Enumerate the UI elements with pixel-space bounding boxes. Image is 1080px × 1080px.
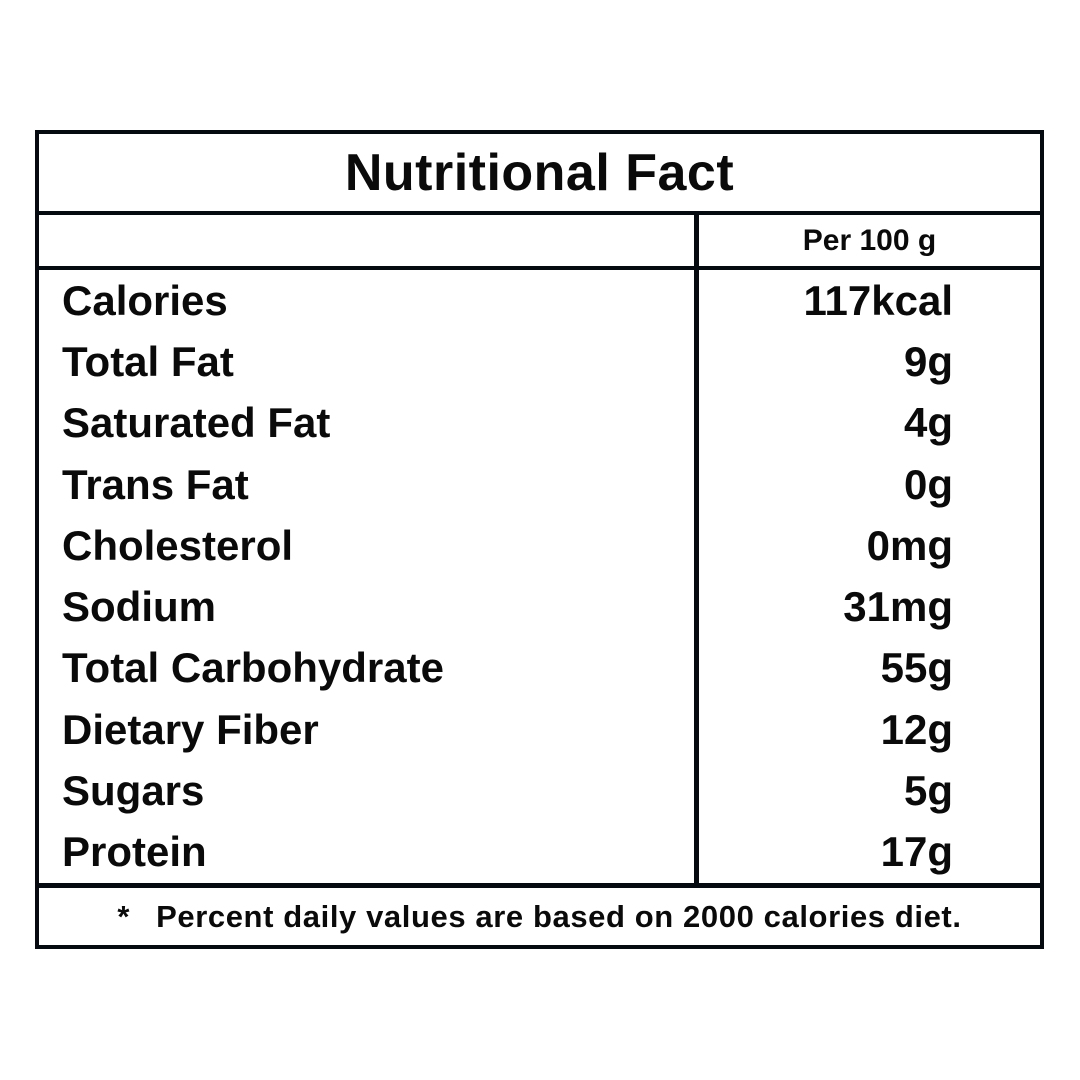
row-value: 55g bbox=[694, 637, 1040, 700]
table-title-row: Nutritional Fact bbox=[39, 134, 1040, 215]
table-row: Total Fat 9g bbox=[39, 331, 1040, 393]
table-row: Calories 117kcal bbox=[39, 270, 1040, 332]
table-body: Calories 117kcal Total Fat 9g Saturated … bbox=[39, 270, 1040, 883]
footnote: * Percent daily values are based on 2000… bbox=[39, 883, 1040, 945]
row-label: Saturated Fat bbox=[62, 399, 331, 447]
row-label: Sugars bbox=[62, 767, 205, 815]
table-row: Protein 17g bbox=[39, 821, 1040, 883]
row-label: Calories bbox=[62, 276, 228, 324]
row-label: Total Fat bbox=[62, 337, 234, 385]
table-row: Saturated Fat 4g bbox=[39, 392, 1040, 454]
table-row: Trans Fat 0g bbox=[39, 453, 1040, 516]
row-value: 9g bbox=[694, 331, 1040, 393]
row-value: 5g bbox=[694, 760, 1040, 822]
row-label: Cholesterol bbox=[62, 521, 294, 569]
row-label: Protein bbox=[62, 828, 207, 876]
table-title: Nutritional Fact bbox=[344, 143, 735, 202]
table-row: Total Carbohydrate 55g bbox=[39, 637, 1040, 700]
row-label: Total Carbohydrate bbox=[62, 644, 444, 692]
table-row: Sugars 5g bbox=[39, 760, 1040, 822]
row-value: 4g bbox=[694, 392, 1040, 454]
row-value: 0mg bbox=[694, 515, 1040, 577]
row-value: 17g bbox=[694, 821, 1040, 883]
nutrition-facts-table: Nutritional Fact Per 100 g Calories 117k… bbox=[35, 130, 1044, 949]
table-row: Dietary Fiber 12g bbox=[39, 699, 1040, 761]
per-100g-column-header: Per 100 g bbox=[694, 215, 1040, 266]
row-label: Dietary Fiber bbox=[62, 705, 319, 753]
footnote-asterisk: * bbox=[117, 898, 131, 934]
row-label: Trans Fat bbox=[62, 460, 249, 508]
footnote-text: Percent daily values are based on 2000 c… bbox=[156, 898, 962, 934]
row-label: Sodium bbox=[62, 583, 216, 631]
row-value: 12g bbox=[694, 699, 1040, 761]
table-row: Sodium 31mg bbox=[39, 576, 1040, 638]
row-value: 31mg bbox=[694, 576, 1040, 638]
row-value: 0g bbox=[694, 453, 1040, 516]
table-row: Cholesterol 0mg bbox=[39, 515, 1040, 577]
table-header-row: Per 100 g bbox=[39, 215, 1040, 270]
row-value: 117kcal bbox=[694, 270, 1040, 332]
header-empty-cell bbox=[39, 215, 694, 266]
